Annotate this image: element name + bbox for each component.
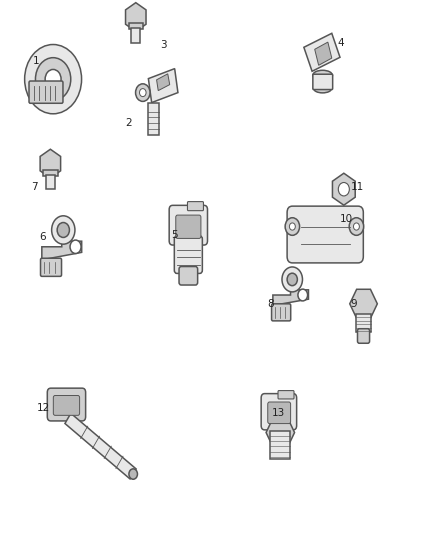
Polygon shape	[314, 42, 332, 66]
Text: 1: 1	[33, 56, 39, 66]
Text: 7: 7	[31, 182, 37, 191]
Circle shape	[35, 58, 71, 101]
FancyBboxPatch shape	[187, 201, 203, 211]
FancyBboxPatch shape	[169, 205, 208, 245]
Polygon shape	[304, 33, 340, 71]
Circle shape	[287, 273, 297, 286]
Bar	[129, 23, 143, 29]
FancyBboxPatch shape	[47, 388, 86, 421]
FancyBboxPatch shape	[313, 74, 333, 90]
Circle shape	[282, 267, 303, 292]
Polygon shape	[273, 290, 308, 305]
Text: 13: 13	[272, 408, 285, 418]
Text: 9: 9	[350, 299, 357, 309]
FancyBboxPatch shape	[174, 236, 202, 273]
Text: 12: 12	[37, 403, 50, 413]
Circle shape	[135, 84, 150, 101]
FancyBboxPatch shape	[287, 206, 363, 263]
Bar	[46, 175, 55, 189]
Polygon shape	[42, 241, 81, 260]
Circle shape	[353, 223, 359, 230]
FancyBboxPatch shape	[29, 81, 63, 103]
Circle shape	[139, 88, 146, 96]
Circle shape	[25, 45, 81, 114]
Ellipse shape	[314, 84, 332, 93]
Text: 3: 3	[160, 41, 166, 50]
Polygon shape	[148, 102, 159, 134]
Circle shape	[57, 223, 69, 238]
FancyBboxPatch shape	[272, 304, 291, 321]
Circle shape	[70, 240, 81, 254]
FancyBboxPatch shape	[179, 266, 198, 285]
Text: 4: 4	[337, 38, 344, 47]
Polygon shape	[40, 149, 60, 178]
Polygon shape	[148, 69, 178, 102]
Ellipse shape	[313, 70, 332, 80]
Circle shape	[338, 182, 350, 196]
Circle shape	[129, 469, 138, 479]
FancyBboxPatch shape	[176, 215, 201, 238]
Circle shape	[52, 216, 75, 244]
Bar	[270, 431, 290, 458]
Polygon shape	[332, 173, 355, 205]
Circle shape	[298, 289, 307, 301]
Text: 8: 8	[267, 299, 274, 309]
Bar	[131, 28, 140, 43]
Polygon shape	[266, 417, 294, 448]
Polygon shape	[65, 413, 136, 479]
Polygon shape	[126, 3, 146, 31]
Text: 2: 2	[125, 118, 131, 127]
Circle shape	[349, 217, 364, 236]
Text: 5: 5	[171, 230, 177, 239]
Circle shape	[285, 217, 300, 236]
Text: 6: 6	[39, 232, 46, 242]
FancyBboxPatch shape	[357, 329, 370, 343]
Polygon shape	[350, 289, 377, 318]
Bar	[43, 170, 58, 176]
Circle shape	[45, 69, 61, 89]
Polygon shape	[156, 74, 170, 91]
Circle shape	[290, 223, 295, 230]
FancyBboxPatch shape	[53, 395, 80, 415]
FancyBboxPatch shape	[278, 391, 294, 399]
Text: 10: 10	[339, 214, 353, 223]
Bar	[356, 314, 371, 332]
FancyBboxPatch shape	[261, 393, 297, 430]
FancyBboxPatch shape	[268, 402, 291, 424]
FancyBboxPatch shape	[40, 258, 61, 276]
Text: 11: 11	[350, 182, 364, 191]
